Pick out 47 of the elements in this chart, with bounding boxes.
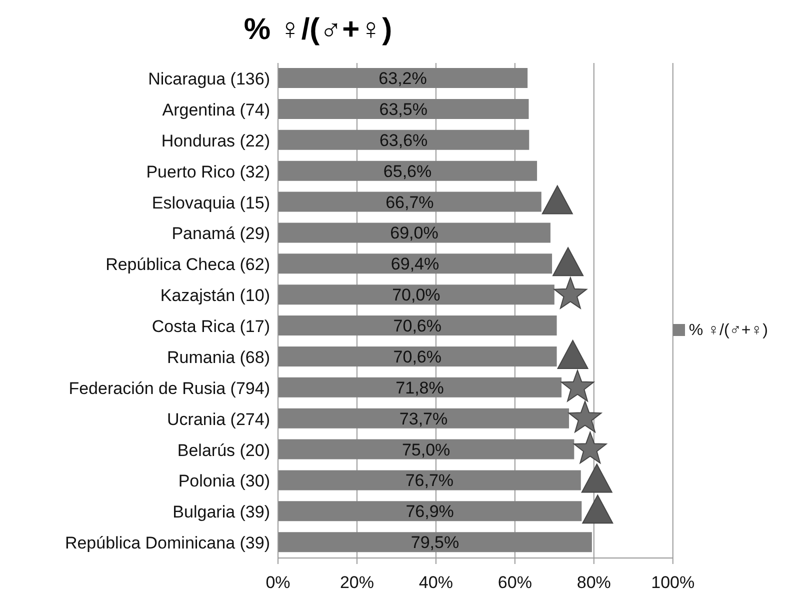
legend-label: % ♀/(♂+♀) (688, 322, 768, 338)
bar (278, 532, 592, 552)
y-tick-label: Ucrania (274) (167, 410, 270, 429)
data-label: 76,7% (405, 471, 454, 490)
x-tick-label: 40% (418, 573, 453, 592)
data-label: 66,7% (386, 192, 434, 212)
data-label: 70,6% (393, 316, 442, 336)
y-tick-label: República Checa (62) (106, 255, 270, 274)
data-label: 73,7% (399, 409, 448, 428)
data-label: 65,6% (383, 162, 432, 181)
x-tick-label: 100% (651, 573, 695, 592)
chart-title: % ♀/(♂+♀) (242, 12, 394, 48)
data-label: 75,0% (402, 440, 450, 460)
data-label: 76,9% (406, 502, 454, 522)
y-tick-label: Belarús (20) (177, 440, 270, 460)
data-label: 79,5% (410, 533, 460, 552)
x-tick-label: 0% (266, 573, 290, 592)
y-tick-label: Puerto Rico (32) (146, 162, 270, 182)
y-tick-label: Bulgaria (39) (172, 502, 270, 522)
bar (278, 160, 538, 181)
bar (278, 316, 557, 336)
y-tick-label: Polonia (30) (178, 472, 270, 491)
y-tick-label: República Dominicana (39) (64, 534, 270, 553)
y-tick-label: Honduras (22) (161, 131, 270, 150)
y-tick-label: Panamá (29) (172, 224, 270, 244)
x-tick-label: 60% (498, 573, 532, 592)
data-label: 63,5% (379, 100, 428, 119)
y-tick-label: Kazajstán (10) (160, 286, 270, 306)
data-label: 71,8% (396, 378, 444, 398)
y-tick-label: Nicaragua (136) (148, 70, 270, 89)
data-label: 70,6% (393, 347, 442, 366)
y-tick-label: Eslovaquia (15) (152, 193, 270, 212)
bar (278, 222, 550, 243)
x-tick-label: 80% (576, 573, 611, 592)
data-label: 69,4% (390, 254, 440, 274)
data-label: 69,0% (390, 224, 438, 243)
y-tick-label: Costa Rica (17) (152, 317, 270, 336)
y-tick-label: Rumania (68) (167, 348, 270, 367)
data-label: 70,0% (392, 286, 440, 305)
bar (278, 98, 529, 119)
bar (278, 68, 528, 88)
bar (278, 130, 530, 150)
x-tick-label: 20% (340, 573, 374, 592)
y-tick-label: Argentina (74) (162, 100, 270, 120)
data-label: 63,6% (379, 130, 428, 150)
data-label: 63,2% (378, 69, 427, 88)
y-tick-label: Federación de Rusia (794) (68, 378, 270, 398)
